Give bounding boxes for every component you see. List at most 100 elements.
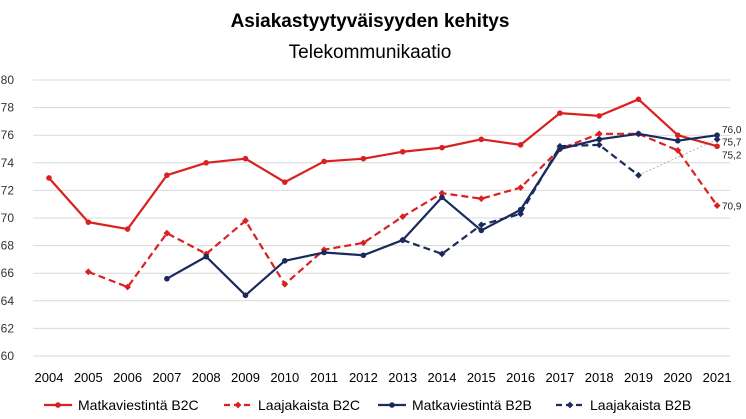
data-point (164, 275, 170, 282)
legend-marker (566, 401, 574, 409)
data-point (203, 253, 209, 260)
legend-item: Matkaviestintä B2B (378, 397, 532, 413)
series-line (48, 98, 718, 231)
data-point (478, 136, 485, 143)
x-tick-label: 2005 (74, 370, 103, 385)
data-point (517, 142, 524, 148)
data-point (399, 236, 407, 244)
legend-label: Matkaviestintä B2B (412, 397, 532, 413)
data-point (595, 141, 603, 149)
end-label: 76,0 (722, 125, 742, 136)
data-point (281, 280, 289, 288)
y-tick-label: 74 (1, 156, 15, 170)
y-tick-label: 70 (1, 211, 15, 225)
end-label: 75,2 (722, 151, 742, 162)
data-point (164, 172, 170, 179)
data-point (477, 221, 485, 229)
data-point (163, 229, 171, 237)
data-point (477, 195, 485, 203)
x-tick-label: 2013 (388, 370, 417, 385)
data-point (321, 249, 327, 256)
x-tick-label: 2020 (663, 370, 692, 385)
data-point (596, 113, 602, 119)
data-point (557, 110, 563, 116)
data-point (714, 143, 720, 150)
data-point (124, 226, 131, 232)
legend-label: Matkaviestintä B2C (78, 397, 199, 413)
data-point (439, 144, 445, 151)
x-tick-label: 2015 (467, 370, 496, 385)
x-tick-label: 2018 (585, 370, 614, 385)
data-point (399, 213, 407, 221)
y-tick-label: 62 (1, 321, 15, 335)
data-point (635, 96, 642, 103)
legend-item: Laajakaista B2B (556, 397, 691, 413)
data-point (282, 257, 288, 264)
x-tick-label: 2008 (192, 370, 221, 385)
x-tick-label: 2014 (428, 370, 457, 385)
series-lines (46, 96, 721, 299)
y-tick-label: 72 (1, 183, 15, 197)
data-point (438, 189, 446, 197)
data-point (675, 132, 681, 138)
data-point (360, 252, 367, 259)
y-tick-label: 68 (1, 239, 15, 253)
x-tick-label: 2016 (506, 370, 535, 385)
legend: Matkaviestintä B2C Laajakaista B2C Matkavi… (44, 397, 691, 413)
series-1 (46, 96, 720, 232)
legend-marker (55, 402, 61, 408)
data-point (674, 146, 682, 154)
data-point (675, 137, 681, 144)
gridlines (33, 79, 730, 357)
y-tick-label: 60 (1, 349, 15, 363)
series-4 (399, 135, 721, 258)
data-point (713, 135, 721, 143)
data-point (242, 217, 249, 225)
chart-subtitle: Telekommunikaatio (289, 42, 452, 63)
y-tick-label: 64 (1, 294, 15, 308)
data-point (596, 136, 602, 143)
y-tick-label: 76 (1, 128, 15, 142)
y-tick-label: 78 (1, 101, 15, 115)
data-point (360, 239, 367, 247)
data-point (635, 171, 642, 179)
series-line (402, 143, 640, 255)
x-axis-ticks: 2004 2005 2006 2007 2008 2009 2010 2011 2012 2013… (35, 370, 732, 385)
data-point (635, 131, 642, 137)
data-point (517, 210, 524, 218)
y-tick-label: 66 (1, 266, 15, 280)
connector-line (638, 138, 718, 176)
legend-label: Laajakaista B2B (590, 397, 691, 413)
data-point (124, 283, 131, 291)
series-3 (164, 131, 720, 299)
series-line (87, 132, 718, 289)
end-label: 75,7 (722, 137, 742, 148)
y-tick-label: 80 (1, 73, 15, 87)
data-point (360, 155, 367, 162)
data-point (714, 132, 720, 138)
x-tick-label: 2010 (270, 370, 299, 385)
data-point (517, 184, 524, 192)
x-tick-label: 2021 (703, 370, 732, 385)
series-line (166, 132, 718, 297)
y-axis-ticks: 60 62 64 66 68 70 72 74 76 78 80 (1, 73, 15, 363)
data-point (439, 194, 445, 201)
data-point (438, 250, 446, 258)
x-tick-label: 2011 (310, 370, 338, 385)
data-point (556, 142, 564, 150)
data-point (242, 292, 249, 299)
data-point (203, 160, 209, 166)
data-point (282, 179, 288, 185)
data-point (242, 155, 249, 162)
end-label: 70,9 (722, 202, 742, 213)
legend-label: Laajakaista B2C (258, 397, 360, 413)
data-point (84, 268, 92, 276)
legend-marker (234, 401, 242, 409)
data-point (46, 175, 52, 181)
x-tick-label: 2006 (113, 370, 142, 385)
data-point (595, 130, 603, 138)
legend-marker (389, 402, 395, 408)
x-tick-label: 2004 (35, 370, 64, 385)
data-point (399, 148, 406, 155)
x-tick-label: 2012 (349, 370, 378, 385)
